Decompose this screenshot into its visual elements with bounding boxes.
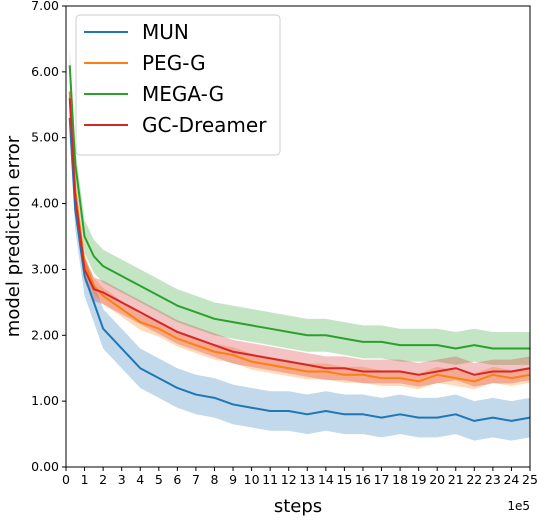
series-line (68, 98, 531, 376)
x-tick-label: 16 (355, 472, 371, 487)
x-axis-label: steps (274, 496, 322, 516)
x-tick-label: 0 (62, 472, 70, 487)
y-tick-label: 0.00 (31, 459, 59, 474)
series-line (68, 65, 530, 350)
series-line (68, 117, 531, 422)
confidence-bands (69, 48, 531, 441)
x-tick-label: 1 (81, 472, 89, 487)
legend: MUN PEG-G MEGA-G GC-Dreamer (75, 14, 281, 156)
legend-label: PEG-G (142, 51, 206, 75)
y-axis-label: model prediction error (3, 135, 24, 337)
y-tick-label: 3.00 (31, 261, 59, 276)
y-tick-label: 5.00 (31, 130, 59, 145)
series-lines (68, 65, 531, 422)
x-tick-label: 10 (244, 472, 260, 487)
y-axis-ticks: 0.00 1.00 2.00 3.00 4.00 5.00 6.00 7.00 (31, 0, 66, 474)
x-tick-label: 8 (211, 472, 219, 487)
x-tick-label: 12 (281, 472, 297, 487)
x-tick-label: 5 (155, 472, 163, 487)
x-tick-label: 14 (318, 472, 334, 487)
x-tick-label: 7 (192, 472, 200, 487)
y-tick-label: 1.00 (31, 393, 59, 408)
y-tick-label: 7.00 (31, 0, 59, 13)
legend-label: MEGA-G (142, 82, 224, 106)
legend-box (75, 14, 281, 156)
x-tick-label: 13 (299, 472, 315, 487)
x-tick-label: 6 (173, 472, 181, 487)
x-tick-label: 3 (118, 472, 126, 487)
x-tick-label: 25 (522, 472, 538, 487)
y-tick-label: 6.00 (31, 64, 59, 79)
y-tick-label: 2.00 (31, 327, 59, 342)
legend-entries: MUN PEG-G MEGA-G GC-Dreamer (84, 20, 267, 137)
x-tick-label: 23 (485, 472, 501, 487)
confidence-band (69, 98, 531, 441)
series-line (68, 91, 531, 383)
x-tick-label: 15 (336, 472, 352, 487)
x-tick-label: 19 (411, 472, 427, 487)
y-tick-label: 4.00 (31, 196, 59, 211)
legend-label: MUN (142, 20, 189, 44)
x-tick-label: 20 (429, 472, 445, 487)
x-tick-label: 22 (466, 472, 482, 487)
legend-label: GC-Dreamer (142, 113, 267, 137)
x-tick-label: 9 (229, 472, 237, 487)
x-tick-label: 4 (136, 472, 144, 487)
x-tick-label: 11 (262, 472, 278, 487)
x-tick-label: 18 (392, 472, 408, 487)
x-axis-offset-text: 1e5 (507, 499, 530, 513)
x-axis-ticks: 0 1 2 3 4 5 6 7 8 9 10 11 12 13 14 15 16 17 18 19 20 21 22 23 24… (62, 467, 538, 487)
x-tick-label: 21 (448, 472, 464, 487)
plot-frame (65, 5, 531, 468)
x-tick-label: 2 (99, 472, 107, 487)
confidence-band (69, 48, 531, 365)
x-tick-label: 17 (374, 472, 390, 487)
x-tick-label: 24 (503, 472, 519, 487)
